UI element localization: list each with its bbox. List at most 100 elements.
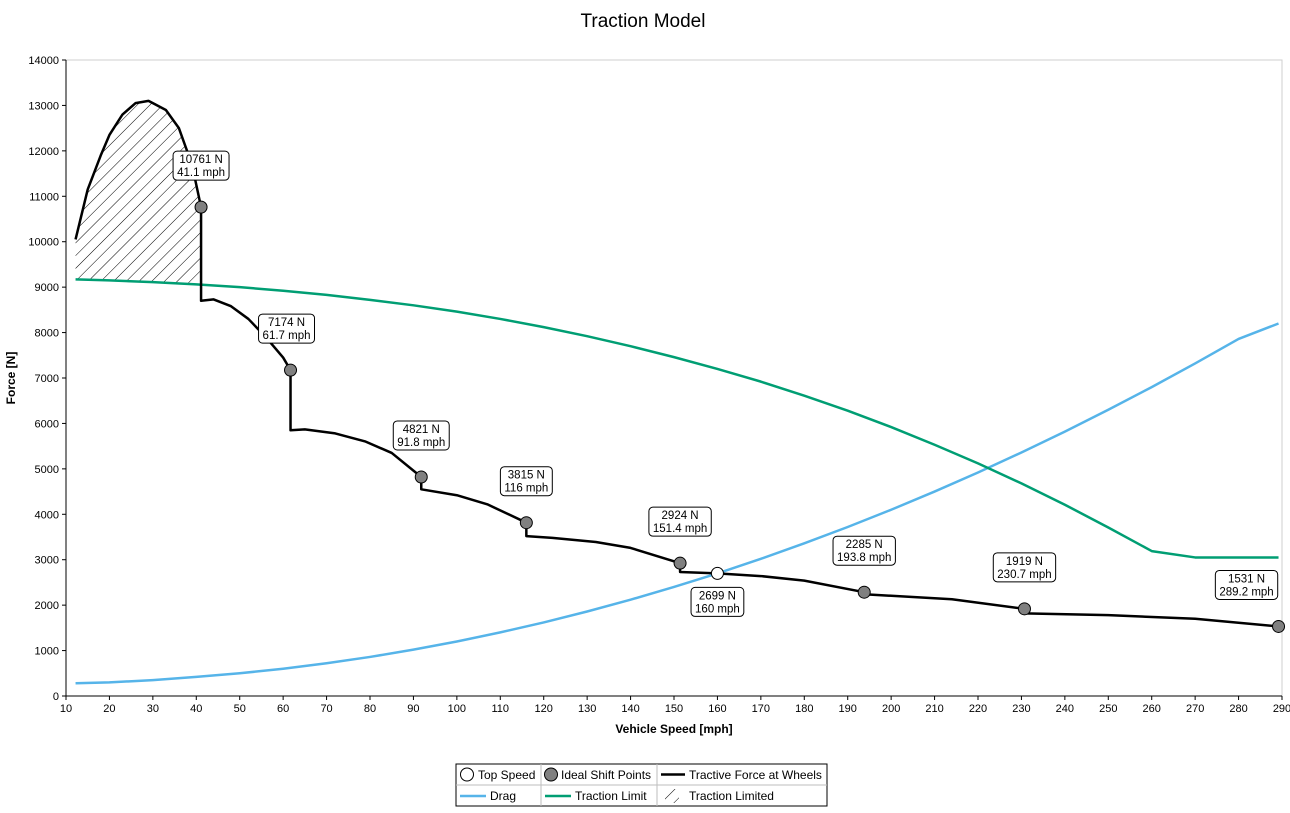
- y-tick-label: 2000: [35, 600, 59, 612]
- x-tick-label: 150: [665, 703, 683, 715]
- x-tick-label: 110: [492, 703, 510, 715]
- data-label-box: [832, 535, 896, 566]
- x-tick-label: 170: [752, 703, 770, 715]
- x-axis-label: Vehicle Speed [mph]: [615, 722, 732, 736]
- data-label-speed: 151.4 mph: [653, 523, 707, 535]
- chart-title: Traction Model: [581, 11, 706, 32]
- x-tick-label: 100: [448, 703, 466, 715]
- shift-point-label: 7174 N61.7 mph: [258, 313, 316, 344]
- x-tick-label: 220: [969, 703, 987, 715]
- y-axis-label: Force [N]: [4, 352, 18, 405]
- data-label-box: [690, 586, 745, 617]
- data-label-speed: 61.7 mph: [263, 330, 311, 342]
- legend-shift-points-label: Ideal Shift Points: [561, 768, 651, 782]
- legend-tractive-label: Tractive Force at Wheels: [689, 768, 822, 782]
- x-tick-label: 80: [364, 703, 376, 715]
- legend-traction-limit-label: Traction Limit: [575, 789, 647, 803]
- x-tick-label: 140: [621, 703, 639, 715]
- legend-shift-point-marker: [544, 767, 558, 782]
- y-tick-label: 0: [53, 691, 59, 703]
- data-label-speed: 289.2 mph: [1219, 586, 1273, 598]
- shift-point-label: 10761 N41.1 mph: [172, 150, 230, 181]
- data-label-box: [1214, 569, 1279, 600]
- data-label-box: [648, 506, 712, 537]
- x-tick-label: 240: [1056, 703, 1074, 715]
- x-tick-label: 60: [277, 703, 289, 715]
- legend-traction-limited-swatch: [665, 789, 679, 803]
- legend-top-speed-label: Top Speed: [478, 768, 535, 782]
- x-tick-label: 90: [407, 703, 419, 715]
- shift-point-marker: [857, 585, 871, 599]
- data-label-box: [392, 420, 450, 451]
- y-tick-label: 10000: [28, 237, 59, 249]
- y-tick-label: 5000: [35, 464, 59, 476]
- legend: Top Speed Ideal Shift Points Tractive Fo…: [455, 763, 828, 807]
- shift-point-label: 4821 N91.8 mph: [392, 420, 450, 451]
- y-tick-label: 3000: [35, 555, 59, 567]
- data-label-force: 1919 N: [1006, 556, 1043, 568]
- x-ticks: 10 20 30 40 50 60 70 80 90 100 110 120 130 140 150 160 1…: [60, 696, 1290, 715]
- data-label-force: 3815 N: [508, 470, 545, 482]
- y-tick-label: 6000: [35, 418, 59, 430]
- x-tick-label: 270: [1186, 703, 1204, 715]
- x-tick-label: 120: [535, 703, 553, 715]
- data-label-force: 7174 N: [268, 317, 305, 329]
- data-label-box: [499, 466, 553, 497]
- data-label-speed: 230.7 mph: [997, 569, 1051, 581]
- y-tick-label: 1000: [35, 646, 59, 658]
- x-tick-label: 40: [190, 703, 202, 715]
- data-label-force: 2285 N: [846, 539, 883, 551]
- x-tick-label: 250: [1099, 703, 1117, 715]
- data-label-speed: 91.8 mph: [397, 437, 445, 449]
- shift-point-marker: [1017, 602, 1031, 616]
- x-tick-label: 30: [147, 703, 159, 715]
- x-tick-label: 210: [925, 703, 943, 715]
- shift-point-marker: [519, 516, 533, 530]
- data-label-speed: 160 mph: [695, 603, 740, 615]
- shift-point-marker: [194, 200, 208, 214]
- y-tick-label: 8000: [35, 328, 59, 340]
- y-tick-label: 13000: [28, 100, 59, 112]
- x-tick-label: 230: [1012, 703, 1030, 715]
- x-tick-label: 290: [1273, 703, 1290, 715]
- x-tick-label: 70: [320, 703, 332, 715]
- x-tick-label: 180: [795, 703, 813, 715]
- traction-limit-line: [75, 278, 1279, 559]
- x-tick-label: 190: [839, 703, 857, 715]
- data-label-box: [258, 313, 316, 344]
- x-tick-label: 160: [708, 703, 726, 715]
- annotations-group: 10761 N41.1 mph 7174 N61.7 mph 4821 N91.8 …: [172, 150, 1279, 617]
- data-label-force: 2924 N: [662, 510, 699, 522]
- y-tick-label: 9000: [35, 282, 59, 294]
- x-tick-label: 260: [1143, 703, 1161, 715]
- x-tick-label: 200: [882, 703, 900, 715]
- y-tick-label: 12000: [28, 146, 59, 158]
- shift-point-marker: [673, 556, 687, 570]
- data-label-force: 4821 N: [403, 424, 440, 436]
- legend-top-speed-marker: [460, 767, 474, 782]
- y-tick-label: 4000: [35, 509, 59, 521]
- y-tick-label: 14000: [28, 55, 59, 67]
- legend-drag-label: Drag: [490, 789, 516, 803]
- shift-point-marker: [1272, 619, 1286, 633]
- x-tick-label: 50: [234, 703, 246, 715]
- data-label-speed: 116 mph: [504, 483, 548, 495]
- x-tick-label: 20: [103, 703, 115, 715]
- traction-limited-region: [75, 100, 202, 285]
- x-tick-label: 10: [60, 703, 72, 715]
- y-tick-label: 11000: [29, 191, 59, 203]
- data-label-force: 1531 N: [1228, 573, 1265, 585]
- shift-point-marker: [414, 470, 428, 484]
- markers-group: [194, 200, 1286, 633]
- data-label-force: 10761 N: [179, 154, 222, 166]
- y-tick-label: 7000: [35, 373, 59, 385]
- y-ticks: 0 1000 2000 3000 4000 5000 6000 7000 8000 9000 100…: [28, 55, 66, 703]
- traction-limited-region-group: [75, 100, 202, 285]
- drag-line: [75, 322, 1279, 685]
- top-speed-marker: [710, 566, 724, 580]
